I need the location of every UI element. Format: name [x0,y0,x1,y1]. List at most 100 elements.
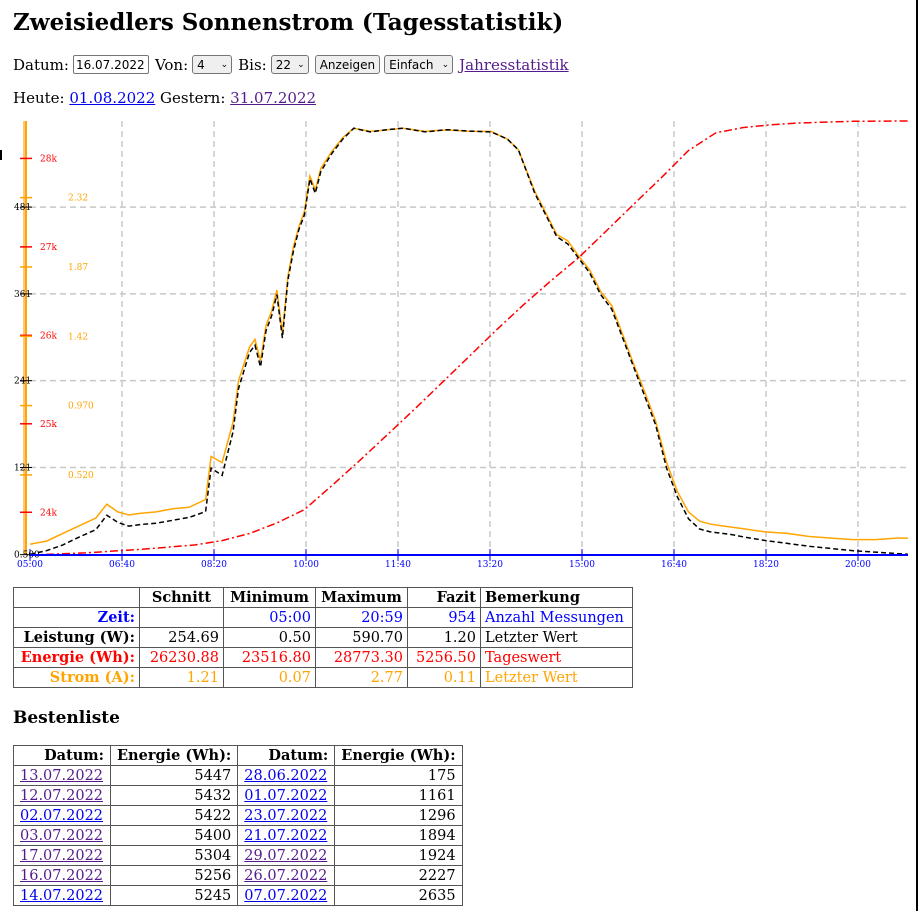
current-tick-label: 1.42 [68,332,88,342]
stats-row-energie: Energie (Wh): 26230.88 23516.80 28773.30… [13,647,633,668]
best-header: Datum: [13,745,111,766]
best-energy-cell: 5447 [109,765,239,786]
stats-header-schnitt: Schnitt [139,587,224,608]
date-nav-row: Heute: 01.08.2022 Gestern: 31.07.2022 [13,89,316,107]
gestern-link[interactable]: 31.07.2022 [230,89,317,107]
stats-row-label: Leistung (W): [13,627,140,648]
table-row: 02.07.2022 5422 23.07.2022 1296 [13,805,463,826]
best-body: 13.07.2022 5447 28.06.2022 175 12.07.2022 543… [13,765,463,906]
best-date-cell: 03.07.2022 [13,825,111,846]
stats-cell: 0.50 [223,627,316,648]
best-date-cell: 14.07.2022 [13,885,111,906]
power-tick-label: 241 [14,377,31,387]
best-date-link[interactable]: 14.07.2022 [20,887,104,904]
table-row: 13.07.2022 5447 28.06.2022 175 [13,765,463,786]
stats-cell: 20:59 [315,607,408,628]
table-row: 16.07.2022 5256 26.07.2022 2227 [13,865,463,886]
von-select[interactable]: 4 ⌄ [192,55,233,74]
von-label: Von: [154,55,189,74]
best-energy-cell: 5256 [109,865,239,886]
x-tick-label: 11:40 [385,560,411,570]
best-date-link[interactable]: 16.07.2022 [20,867,104,884]
table-row: 12.07.2022 5432 01.07.2022 1161 [13,785,463,806]
anzeigen-button[interactable]: Anzeigen [314,55,381,74]
stats-cell: 28773.30 [315,647,408,668]
stats-cell: Letzter Wert [480,627,633,648]
date-input[interactable] [72,55,149,74]
best-energy-cell: 5304 [109,845,239,866]
power-tick-label: 0.500 [14,551,40,561]
mode-select[interactable]: Einfach ⌄ [384,55,454,74]
bis-select-value: 22 [275,57,291,72]
gestern-label: Gestern: [160,89,226,107]
power-tick-label: 361 [14,290,31,300]
energy-tick-label: 28k [40,154,57,164]
x-tick-label: 05:00 [17,560,43,570]
x-tick-label: 18:20 [753,560,779,570]
best-date-link[interactable]: 12.07.2022 [20,787,104,804]
best-date-link[interactable]: 07.07.2022 [244,887,328,904]
table-row: 03.07.2022 5400 21.07.2022 1894 [13,825,463,846]
best-date-cell: 28.06.2022 [237,765,336,786]
stats-row-label: Zeit: [13,607,140,628]
best-header-row: Datum: Energie (Wh): Datum: Energie (Wh)… [13,745,463,766]
best-energy-cell: 1924 [334,845,463,866]
x-tick-label: 06:40 [109,560,135,570]
chevron-down-icon: ⌄ [297,59,305,70]
best-date-link[interactable]: 28.06.2022 [244,767,328,784]
stats-row-zeit: Zeit: 05:00 20:59 954 Anzahl Messungen [13,607,633,628]
stats-header-empty [13,587,140,608]
x-tick-label: 20:00 [845,560,871,570]
best-date-link[interactable]: 21.07.2022 [244,827,328,844]
energy-tick-label: 25k [40,420,57,430]
stats-cell: 254.69 [139,627,224,648]
best-date-link[interactable]: 23.07.2022 [244,807,328,824]
current-tick-label: 0.970 [68,402,94,412]
best-date-link[interactable]: 29.07.2022 [244,847,328,864]
stats-header-row: Schnitt Minimum Maximum Fazit Bemerkung [13,587,633,608]
stats-row-label: Energie (Wh): [13,647,140,668]
best-energy-cell: 2227 [334,865,463,886]
page-title: Zweisiedlers Sonnenstrom (Tagesstatistik… [13,9,564,36]
best-energy-cell: 1161 [334,785,463,806]
energy-series-line [29,120,909,556]
best-date-cell: 23.07.2022 [237,805,336,826]
chevron-down-icon: ⌄ [220,59,229,70]
stats-cell: 0.11 [407,667,481,688]
power-tick-label: 481 [14,203,31,213]
best-energy-cell: 5432 [109,785,239,806]
power-tick-label: 121 [14,463,31,473]
x-tick-label: 08:20 [201,560,227,570]
heute-link[interactable]: 01.08.2022 [69,89,156,107]
stats-table: Schnitt Minimum Maximum Fazit Bemerkung … [13,587,633,688]
best-energy-cell: 2635 [334,885,463,906]
stats-cell: 590.70 [315,627,408,648]
stats-header-fazit: Fazit [407,587,481,608]
best-date-cell: 02.07.2022 [13,805,111,826]
stats-row-label: Strom (A): [13,667,140,688]
best-date-link[interactable]: 26.07.2022 [244,867,328,884]
best-header: Datum: [237,745,336,766]
best-date-cell: 29.07.2022 [237,845,336,866]
best-date-link[interactable]: 02.07.2022 [20,807,104,824]
x-tick-label: 13:20 [477,560,503,570]
best-date-link[interactable]: 01.07.2022 [244,787,328,804]
best-energy-cell: 5245 [109,885,239,906]
day-chart: 05:00 06:40 08:20 10:00 11:40 13:20 15:00 16:40… [14,120,909,570]
jahresstatistik-link[interactable]: Jahresstatistik [459,55,569,74]
stats-header-bemerkung: Bemerkung [480,587,633,608]
bis-select[interactable]: 22 ⌄ [270,55,309,74]
stats-header-maximum: Maximum [315,587,408,608]
stats-cell: 1.20 [407,627,481,648]
best-date-link[interactable]: 13.07.2022 [20,767,104,784]
energy-tick-label: 26k [40,331,57,341]
best-date-link[interactable]: 17.07.2022 [20,847,104,864]
stats-cell: 0.07 [223,667,316,688]
current-tick-label: 1.87 [68,263,88,273]
best-energy-cell: 1894 [334,825,463,846]
best-date-cell: 16.07.2022 [13,865,111,886]
current-tick-label: 2.32 [68,194,88,204]
best-date-link[interactable]: 03.07.2022 [20,827,104,844]
window-edge-left [0,150,2,160]
best-date-cell: 12.07.2022 [13,785,111,806]
